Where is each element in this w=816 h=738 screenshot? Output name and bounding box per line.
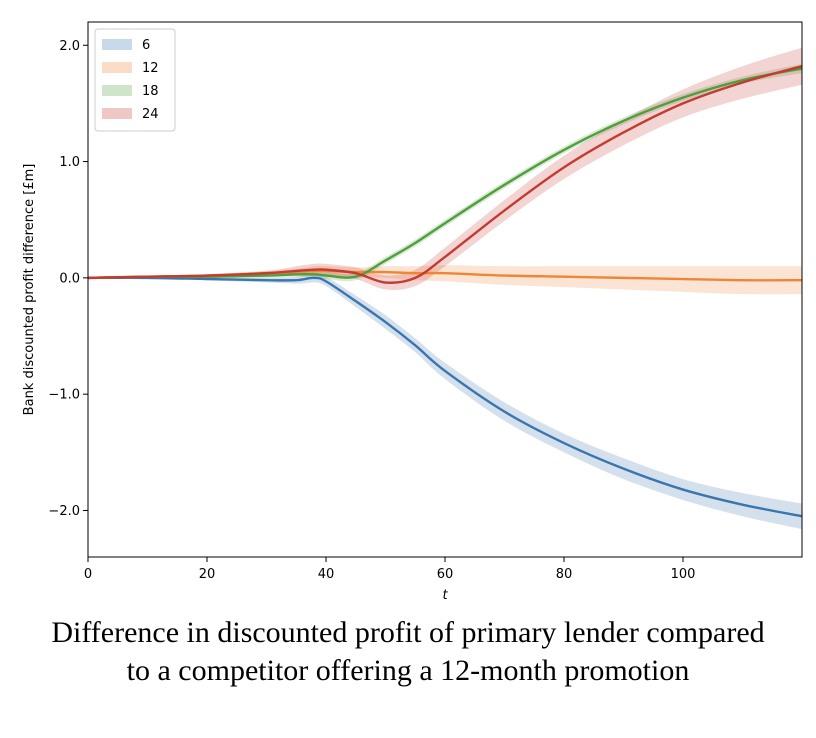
legend-label-18: 18 xyxy=(142,84,159,99)
band-series-6 xyxy=(88,273,802,530)
legend-swatch-18 xyxy=(102,85,132,96)
chart: 0 20 40 60 80 100 −2.0 −1.0 0.0 1.0 2.0 t Bank di… xyxy=(22,21,803,603)
series-lines xyxy=(87,65,803,518)
x-tick-label: 0 xyxy=(84,567,92,582)
line-series-18 xyxy=(87,67,803,280)
line-series-24 xyxy=(87,65,803,284)
y-tick-label: −1.0 xyxy=(48,388,80,403)
legend-swatch-24 xyxy=(102,108,132,119)
band-series-24 xyxy=(88,47,802,290)
line-series-6 xyxy=(87,276,803,518)
y-tick-label: 1.0 xyxy=(59,155,80,170)
legend-label-12: 12 xyxy=(142,61,159,76)
legend-swatch-6 xyxy=(102,39,132,50)
y-tick-label: 0.0 xyxy=(59,271,80,286)
x-tick-label: 60 xyxy=(437,567,454,582)
legend-label-6: 6 xyxy=(142,38,150,53)
x-tick-label: 40 xyxy=(318,567,335,582)
band-series-18 xyxy=(88,63,802,282)
y-tick-label: 2.0 xyxy=(59,39,80,54)
y-tick-label: −2.0 xyxy=(48,504,80,519)
figure-caption: Difference in discounted profit of prima… xyxy=(51,616,765,687)
x-tick-label: 20 xyxy=(199,567,216,582)
legend-box xyxy=(94,28,176,132)
y-axis-ticks: −2.0 −1.0 0.0 1.0 2.0 xyxy=(48,39,88,519)
confidence-bands xyxy=(88,47,802,530)
x-axis-ticks: 0 20 40 60 80 100 xyxy=(84,557,696,582)
legend-label-24: 24 xyxy=(142,107,159,122)
x-tick-label: 100 xyxy=(671,567,696,582)
legend: 6 12 18 24 xyxy=(94,28,176,132)
x-axis-label: t xyxy=(442,588,448,603)
x-tick-label: 80 xyxy=(556,567,573,582)
legend-swatch-12 xyxy=(102,62,132,73)
y-axis-label: Bank discounted profit difference [£m] xyxy=(22,164,37,416)
